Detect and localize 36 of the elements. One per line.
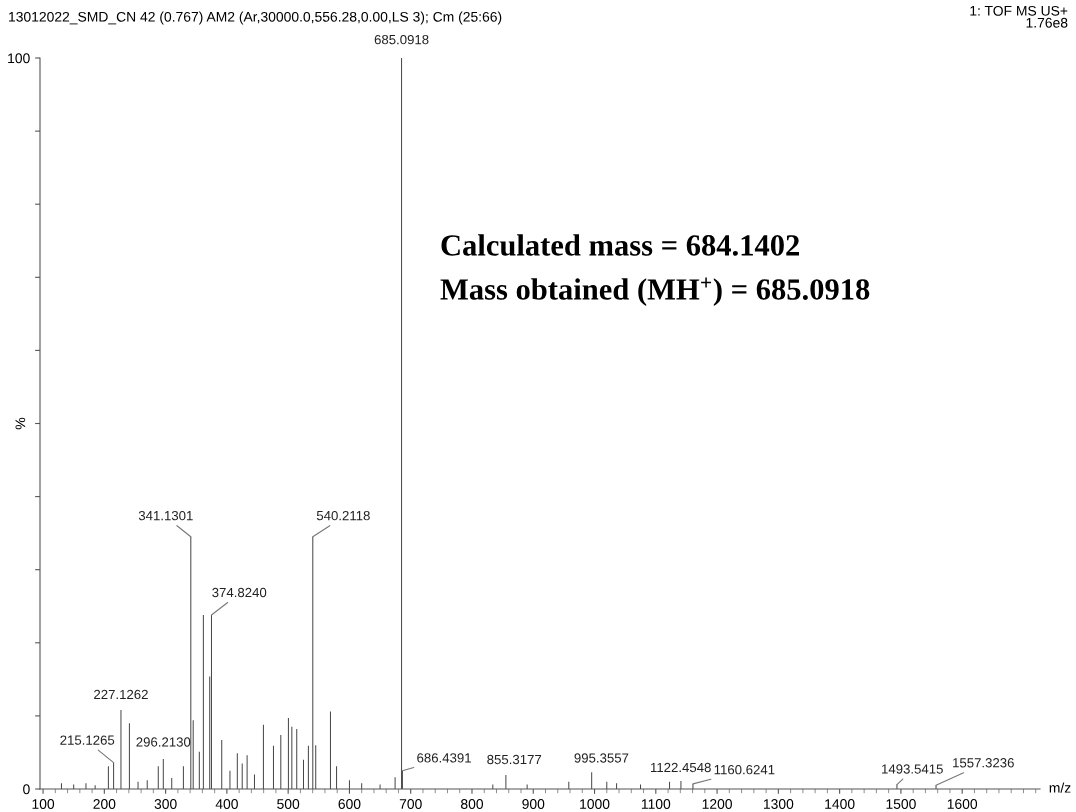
x-tick-label: 1300 bbox=[763, 799, 794, 809]
annotation: 540.2118 bbox=[316, 510, 370, 521]
x-tick-label: 700 bbox=[399, 799, 422, 809]
chart-title: 13012022_SMD_CN 42 (0.767) AM2 (Ar,30000.0,556.28,0.00,LS 3); Cm (25:66) bbox=[9, 11, 502, 25]
annotation: 215.1265 bbox=[60, 735, 115, 745]
annotation: 685.0918 bbox=[374, 34, 429, 45]
x-tick-label: 1000 bbox=[580, 799, 610, 809]
x-tick-label: 800 bbox=[461, 799, 484, 809]
x-tick-label: 200 bbox=[93, 799, 116, 809]
annotation: 227.1262 bbox=[94, 689, 148, 700]
x-tick-label: 500 bbox=[277, 799, 300, 809]
x-tick-label: 900 bbox=[522, 799, 545, 809]
x-tick-label: 600 bbox=[338, 799, 361, 809]
annotation: Calculated mass = 684.1402 bbox=[441, 234, 799, 256]
x-tick-label: 1200 bbox=[702, 799, 732, 809]
annotation: 995.3557 bbox=[574, 753, 629, 763]
x-tick-label: 1100 bbox=[641, 799, 671, 809]
annotation: 1122.4548 bbox=[650, 762, 711, 773]
x-tick-label: 1600 bbox=[947, 799, 978, 809]
x-tick-label: 400 bbox=[215, 799, 238, 809]
annotation: 374.8240 bbox=[212, 587, 267, 598]
x-tick-label: 1500 bbox=[886, 799, 916, 809]
annotation: 1493.5415 bbox=[882, 764, 943, 774]
annotation: Mass obtained (MH$^{+}$) = 685.0918 bbox=[440, 277, 870, 306]
y-axis-title: % bbox=[15, 417, 26, 430]
annotation: 341.1301 bbox=[138, 510, 193, 521]
annotation: 1557.3236 bbox=[953, 758, 1014, 768]
x-tick-label: 100 bbox=[32, 799, 55, 809]
annotation: 686.4391 bbox=[417, 753, 471, 763]
annotation: 1160.6241 bbox=[714, 764, 775, 775]
chart-subtitle: 1: TOF MS US+ 1.76e8 bbox=[970, 5, 1068, 28]
x-tick-label: 1400 bbox=[825, 799, 855, 809]
y-tick-label: 0 bbox=[23, 784, 30, 795]
x-tick-label: 300 bbox=[154, 799, 177, 809]
annotation: 855.3177 bbox=[487, 754, 542, 765]
x-axis-title: m/z bbox=[1049, 782, 1071, 793]
